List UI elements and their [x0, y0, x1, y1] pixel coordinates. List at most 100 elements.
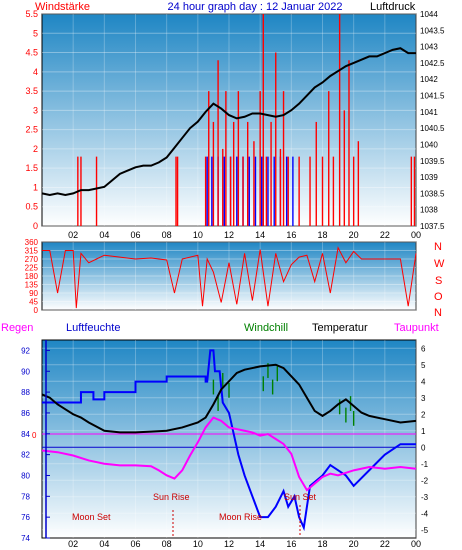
graph-title: 24 hour graph day : 12 Januar 2022	[168, 1, 343, 13]
temperature-tick-label: 6	[421, 344, 426, 353]
wind-speed-tick-label: 5	[33, 28, 38, 38]
direction-tick-label: 180	[25, 272, 39, 281]
temperature-tick-label: 4	[421, 377, 426, 386]
temperature-tick-label: -2	[421, 476, 429, 485]
wind-x-tick-label: 06	[130, 230, 140, 240]
legend-regen: Regen	[1, 322, 33, 334]
pressure-tick-label: 1041.5	[420, 92, 445, 101]
temperature-tick-label: 0	[421, 443, 426, 452]
temperature-x-tick-label: 08	[162, 539, 172, 549]
wind-x-tick-label: 18	[317, 230, 327, 240]
annotation-moon-rise: Moon Rise	[219, 512, 262, 522]
wind-x-tick-label: 02	[68, 230, 78, 240]
wind-speed-tick-label: 2.5	[25, 125, 38, 135]
wind-speed-tick-label: 0	[33, 221, 38, 231]
pressure-tick-label: 1042.5	[420, 59, 445, 68]
direction-tick-label: 90	[29, 289, 38, 298]
humidity-tick-label: 76	[21, 513, 30, 522]
compass-east: O	[434, 291, 443, 303]
astronomy-annotations: Moon Set Sun Rise Moon Rise Sun Set	[72, 492, 317, 537]
temperature-tick-label: -5	[421, 526, 429, 535]
pressure-tick-label: 1040	[420, 140, 438, 149]
chart-marks	[41, 14, 417, 532]
temperature-tick-label: 1	[421, 427, 426, 436]
humidity-tick-label: 80	[21, 471, 30, 480]
wind-x-tick-label: 20	[349, 230, 359, 240]
pressure-tick-label: 1039	[420, 173, 438, 182]
direction-tick-label: 225	[25, 264, 39, 273]
annotation-sun-set: Sun Set	[284, 492, 317, 502]
wind-x-tick-label: 22	[380, 230, 390, 240]
wind-x-tick-label: 08	[162, 230, 172, 240]
compass-west: W	[434, 258, 445, 270]
humidity-tick-label: 78	[21, 492, 30, 501]
temperature-tick-label: -3	[421, 493, 429, 502]
temperature-x-tick-label: 12	[224, 539, 234, 549]
wind-x-tick-label: 16	[286, 230, 296, 240]
temperature-x-tick-label: 06	[130, 539, 140, 549]
humidity-tick-label: 86	[21, 409, 30, 418]
wind-speed-tick-label: 1	[33, 182, 38, 192]
pressure-tick-label: 1043.5	[420, 26, 445, 35]
legend-temperatur: Temperatur	[312, 322, 368, 334]
pressure-tick-label: 1037.5	[420, 222, 445, 231]
direction-tick-label: 270	[25, 255, 39, 264]
axis-labels: 0 0.5 1 1.5 2 2.5 3 3.5 4 4.5 5 5.5 1037.5 1038 1038.5…	[21, 9, 445, 549]
wind-speed-tick-label: 3.5	[25, 86, 38, 96]
direction-tick-label: 315	[25, 247, 39, 256]
pressure-tick-label: 1041	[420, 108, 438, 117]
pressure-tick-label: 1042	[420, 75, 438, 84]
humidity-tick-label: 74	[21, 534, 30, 543]
humidity-tick-label: 84	[21, 430, 30, 439]
wind-x-tick-label: 00	[411, 230, 421, 240]
temperature-tick-label: 3	[421, 394, 426, 403]
direction-tick-label: 360	[25, 238, 39, 247]
temperature-x-tick-label: 10	[193, 539, 203, 549]
pressure-tick-label: 1038.5	[420, 189, 445, 198]
legend-windchill: Windchill	[244, 322, 288, 334]
wind-speed-tick-label: 3	[33, 105, 38, 115]
wind-speed-tick-label: 5.5	[25, 9, 38, 19]
temperature-x-tick-label: 14	[255, 539, 265, 549]
compass-north-bottom: N	[434, 307, 442, 319]
temperature-panel-background	[41, 339, 417, 539]
wind-speed-tick-label: 0.5	[25, 202, 38, 212]
pressure-tick-label: 1043	[420, 43, 438, 52]
compass-labels: N W S O N	[434, 241, 445, 319]
annotation-moon-set: Moon Set	[72, 512, 111, 522]
humidity-tick-label: 90	[21, 367, 30, 376]
dewpoint-line	[41, 416, 417, 492]
wind-speed-tick-label: 1.5	[25, 163, 38, 173]
humidity-tick-label: 92	[21, 346, 30, 355]
humidity-line	[42, 349, 416, 532]
wind-speed-tick-label: 4	[33, 67, 38, 77]
pressure-tick-label: 1040.5	[420, 124, 445, 133]
temperature-x-tick-label: 02	[68, 539, 78, 549]
temperature-x-tick-label: 16	[286, 539, 296, 549]
direction-panel-background	[41, 241, 417, 311]
temperature-x-tick-label: 04	[99, 539, 109, 549]
temperature-x-tick-label: 22	[380, 539, 390, 549]
legend-taupunkt: Taupunkt	[394, 322, 439, 334]
pressure-tick-label: 1038	[420, 206, 438, 215]
wind-direction-line	[42, 246, 417, 309]
wind-speed-title: Windstärke	[35, 1, 90, 13]
pressure-tick-label: 1044	[420, 10, 438, 19]
wind-x-tick-label: 04	[99, 230, 109, 240]
temperature-tick-label: -1	[421, 460, 429, 469]
pressure-tick-label: 1039.5	[420, 157, 445, 166]
legend-luftfeuchte: Luftfeuchte	[66, 322, 120, 334]
temperature-x-tick-label: 20	[349, 539, 359, 549]
direction-tick-label: 45	[29, 298, 38, 307]
humidity-tick-label: 88	[21, 388, 30, 397]
legend: Regen Luftfeuchte Windchill Temperatur T…	[1, 322, 439, 334]
direction-tick-label: 0	[34, 306, 39, 315]
temperature-tick-label: 2	[421, 410, 426, 419]
pressure-line	[41, 47, 416, 197]
direction-tick-label: 135	[25, 281, 39, 290]
rain-zero-label: 0	[32, 431, 37, 440]
temperature-x-tick-label: 00	[411, 539, 421, 549]
compass-north-top: N	[434, 241, 442, 253]
pressure-title: Luftdruck	[370, 1, 416, 13]
